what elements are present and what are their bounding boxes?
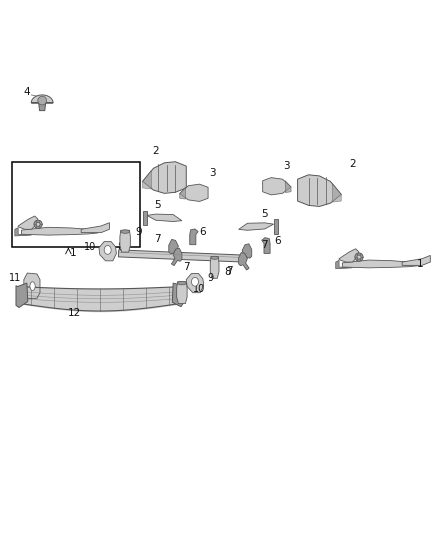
Ellipse shape bbox=[211, 256, 219, 259]
Polygon shape bbox=[15, 228, 32, 236]
Polygon shape bbox=[147, 214, 182, 222]
Polygon shape bbox=[339, 249, 359, 262]
Polygon shape bbox=[239, 253, 249, 270]
Polygon shape bbox=[343, 260, 419, 268]
Circle shape bbox=[34, 220, 42, 229]
Polygon shape bbox=[240, 244, 252, 263]
Polygon shape bbox=[186, 273, 204, 293]
Text: 8: 8 bbox=[224, 266, 231, 277]
Circle shape bbox=[357, 255, 361, 259]
Text: 5: 5 bbox=[261, 209, 268, 219]
Ellipse shape bbox=[121, 230, 130, 233]
Text: 6: 6 bbox=[199, 228, 206, 237]
Text: 5: 5 bbox=[155, 200, 161, 211]
Text: 12: 12 bbox=[68, 308, 81, 318]
Polygon shape bbox=[263, 177, 291, 195]
Polygon shape bbox=[21, 227, 98, 235]
Text: 7: 7 bbox=[155, 235, 161, 245]
Ellipse shape bbox=[191, 277, 198, 286]
Text: 11: 11 bbox=[9, 273, 21, 283]
Polygon shape bbox=[239, 223, 274, 230]
Polygon shape bbox=[172, 283, 184, 306]
Polygon shape bbox=[171, 248, 182, 265]
Polygon shape bbox=[143, 161, 186, 193]
Polygon shape bbox=[402, 255, 430, 265]
Ellipse shape bbox=[104, 246, 111, 254]
Text: 10: 10 bbox=[193, 284, 205, 294]
Text: 1: 1 bbox=[70, 248, 77, 259]
Polygon shape bbox=[16, 283, 28, 308]
Polygon shape bbox=[180, 184, 208, 201]
Ellipse shape bbox=[177, 281, 186, 285]
Text: 2: 2 bbox=[152, 146, 159, 156]
Polygon shape bbox=[99, 241, 117, 261]
Polygon shape bbox=[39, 103, 46, 111]
Text: 7: 7 bbox=[226, 266, 233, 276]
Circle shape bbox=[36, 222, 40, 227]
Polygon shape bbox=[120, 230, 131, 252]
Circle shape bbox=[355, 253, 363, 261]
Polygon shape bbox=[177, 282, 187, 304]
Text: 3: 3 bbox=[209, 168, 216, 177]
Polygon shape bbox=[81, 223, 110, 232]
Polygon shape bbox=[297, 175, 341, 206]
Text: 10: 10 bbox=[84, 242, 96, 252]
Polygon shape bbox=[190, 229, 198, 245]
Polygon shape bbox=[18, 216, 38, 229]
Polygon shape bbox=[210, 256, 219, 278]
Polygon shape bbox=[118, 250, 245, 262]
Text: 3: 3 bbox=[283, 161, 290, 171]
Ellipse shape bbox=[30, 282, 35, 290]
Polygon shape bbox=[286, 181, 291, 192]
Text: 4: 4 bbox=[24, 87, 30, 97]
Polygon shape bbox=[143, 171, 151, 189]
Polygon shape bbox=[31, 95, 53, 103]
Polygon shape bbox=[332, 183, 341, 202]
Polygon shape bbox=[336, 261, 352, 269]
Text: 6: 6 bbox=[275, 236, 281, 246]
Text: 9: 9 bbox=[135, 227, 141, 237]
Polygon shape bbox=[169, 239, 180, 259]
Polygon shape bbox=[262, 238, 270, 253]
Polygon shape bbox=[180, 187, 185, 199]
Circle shape bbox=[38, 96, 46, 105]
Polygon shape bbox=[24, 273, 40, 298]
Text: 7: 7 bbox=[183, 262, 190, 271]
Polygon shape bbox=[143, 211, 147, 225]
Text: 8: 8 bbox=[117, 242, 124, 252]
Text: 1: 1 bbox=[417, 260, 423, 269]
Bar bbox=[12, 161, 141, 247]
Text: 2: 2 bbox=[349, 159, 356, 169]
Text: 7: 7 bbox=[261, 240, 268, 249]
Text: 9: 9 bbox=[207, 273, 213, 283]
Polygon shape bbox=[274, 220, 278, 234]
